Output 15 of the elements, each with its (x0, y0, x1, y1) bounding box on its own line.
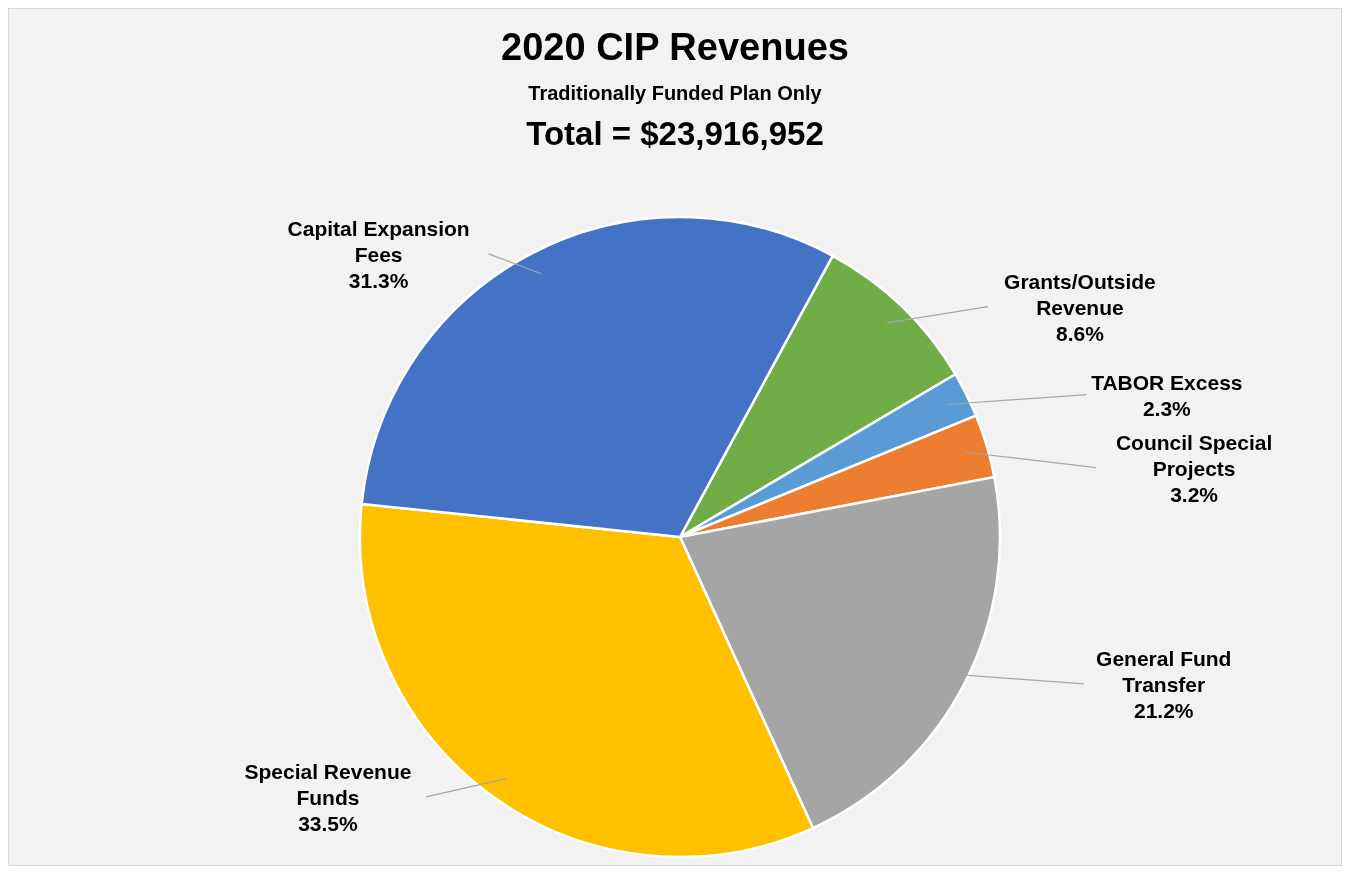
text: Total = $23,916,952 (526, 115, 824, 152)
data-label: 3.2% (1170, 482, 1219, 506)
data-label: 2.3% (1142, 396, 1192, 420)
slice-label: Special Revenue Funds (244, 759, 412, 809)
chart-title: 2020 CIP Revenues (501, 26, 849, 68)
data-label: 21.2% (1134, 698, 1194, 722)
data-label: 31.3% (348, 268, 409, 292)
slice-label: Grants/Outside Revenue (1004, 269, 1156, 319)
slice-label: General Fund Transfer (1096, 646, 1232, 696)
data-label: 8.6% (1055, 321, 1105, 345)
slice-label: Council Special Projects (1115, 430, 1273, 480)
chart-subtitle: Traditionally Funded Plan Only (528, 82, 823, 104)
slice-label: Capital Expansion Fees (287, 216, 470, 266)
slice-label: TABOR Excess (1091, 370, 1243, 394)
data-label: 33.5% (298, 811, 359, 835)
